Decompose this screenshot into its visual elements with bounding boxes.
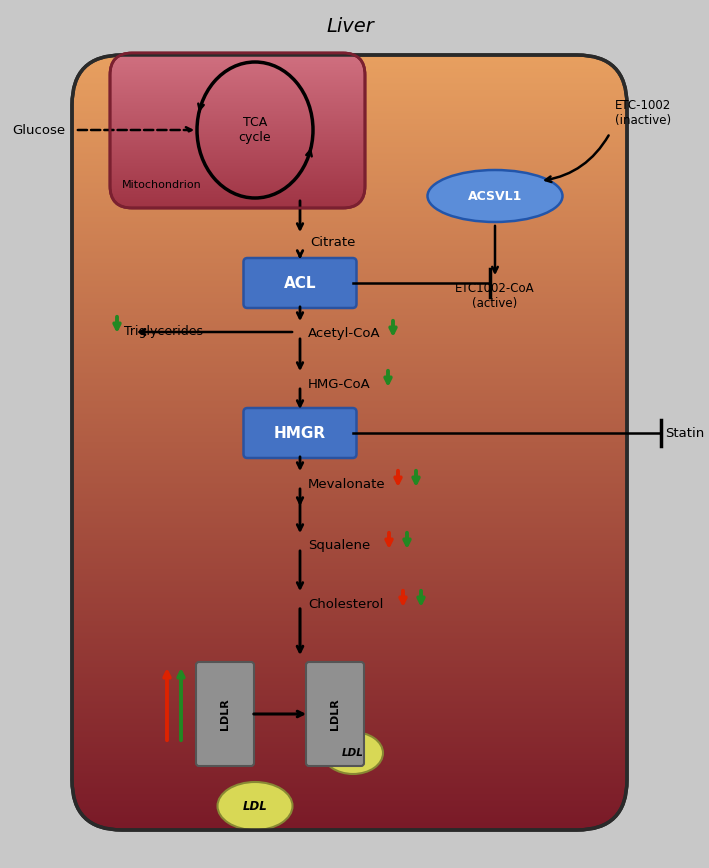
- Text: Liver: Liver: [326, 16, 374, 36]
- Ellipse shape: [323, 732, 383, 774]
- FancyBboxPatch shape: [306, 662, 364, 766]
- FancyBboxPatch shape: [243, 258, 357, 308]
- Text: ETC1002-CoA
(active): ETC1002-CoA (active): [455, 282, 535, 310]
- Ellipse shape: [218, 782, 293, 830]
- Text: LDLR: LDLR: [330, 698, 340, 730]
- Text: Mevalonate: Mevalonate: [308, 477, 386, 490]
- Text: Squalene: Squalene: [308, 540, 370, 553]
- Text: HMGR: HMGR: [274, 425, 326, 440]
- Text: Mitochondrion: Mitochondrion: [122, 180, 202, 190]
- Text: Cholesterol: Cholesterol: [308, 597, 384, 610]
- Text: LDLR: LDLR: [220, 698, 230, 730]
- Text: LDL: LDL: [242, 799, 267, 812]
- Text: Citrate: Citrate: [310, 236, 355, 249]
- Text: ACSVL1: ACSVL1: [468, 189, 523, 202]
- Text: TCA
cycle: TCA cycle: [239, 116, 272, 144]
- Text: ETC-1002
(inactive): ETC-1002 (inactive): [615, 99, 671, 127]
- Text: ACL: ACL: [284, 275, 316, 291]
- Text: Glucose: Glucose: [12, 123, 65, 136]
- FancyBboxPatch shape: [243, 408, 357, 458]
- FancyBboxPatch shape: [196, 662, 254, 766]
- Text: Acetyl-CoA: Acetyl-CoA: [308, 327, 381, 340]
- Text: Triglycerides: Triglycerides: [124, 326, 203, 339]
- Text: Statin: Statin: [665, 426, 704, 439]
- Text: HMG-CoA: HMG-CoA: [308, 378, 371, 391]
- Ellipse shape: [428, 170, 562, 222]
- Text: LDL: LDL: [342, 748, 364, 758]
